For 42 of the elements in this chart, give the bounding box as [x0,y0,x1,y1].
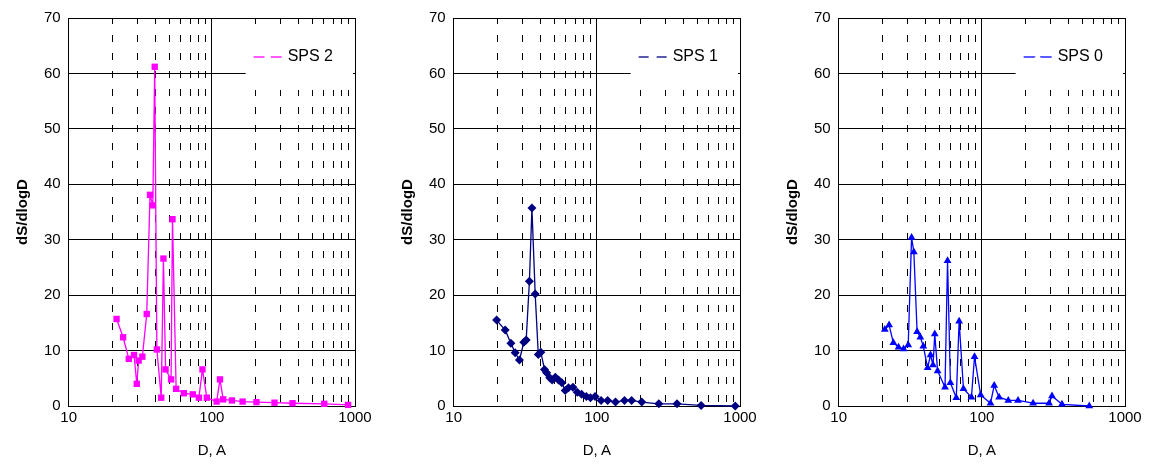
legend-label: SPS 1 [672,47,719,65]
x-axis-title: D, A [967,441,997,459]
y-axis-title: dS/dlogD [398,178,416,245]
y-tick-label: 60 [429,63,446,81]
y-tick-label: 0 [822,396,831,414]
y-tick-label: 20 [429,285,446,303]
x-tick-label: 100 [199,408,225,426]
x-tick-label: 1000 [723,408,757,426]
y-tick-label: 30 [814,229,831,247]
y-tick-label: 40 [814,174,831,192]
y-tick-label: 50 [44,119,61,136]
x-axis-title: D, A [582,441,612,459]
legend-label: SPS 0 [1057,47,1104,65]
y-tick-label: 0 [437,396,446,414]
y-tick-label: 70 [44,8,61,26]
legend-label: SPS 2 [287,47,334,65]
x-tick-label: 10 [445,408,463,426]
x-tick-label: 1000 [338,408,372,426]
y-tick-label: 50 [814,119,831,136]
y-axis-title: dS/dlogD [783,178,801,245]
y-tick-label: 60 [814,63,831,81]
x-tick-label: 1000 [1108,408,1142,426]
y-tick-label: 70 [814,8,831,26]
y-tick-label: 10 [44,340,61,358]
y-tick-label: 50 [429,119,446,136]
x-tick-label: 10 [60,408,78,426]
y-tick-label: 30 [429,229,446,247]
y-tick-label: 10 [429,340,446,358]
y-tick-label: 10 [814,340,831,358]
y-tick-label: 20 [814,285,831,303]
x-tick-label: 100 [584,408,610,426]
y-tick-label: 60 [44,63,61,81]
y-tick-label: 40 [44,174,61,192]
y-tick-label: 0 [52,396,61,414]
x-tick-label: 10 [830,408,848,426]
y-tick-label: 20 [44,285,61,303]
y-tick-label: 40 [429,174,446,192]
x-tick-label: 100 [969,408,995,426]
y-tick-label: 30 [44,229,61,247]
y-axis-title: dS/dlogD [13,178,31,245]
x-axis-title: D, A [197,441,227,459]
y-tick-label: 70 [429,8,446,26]
